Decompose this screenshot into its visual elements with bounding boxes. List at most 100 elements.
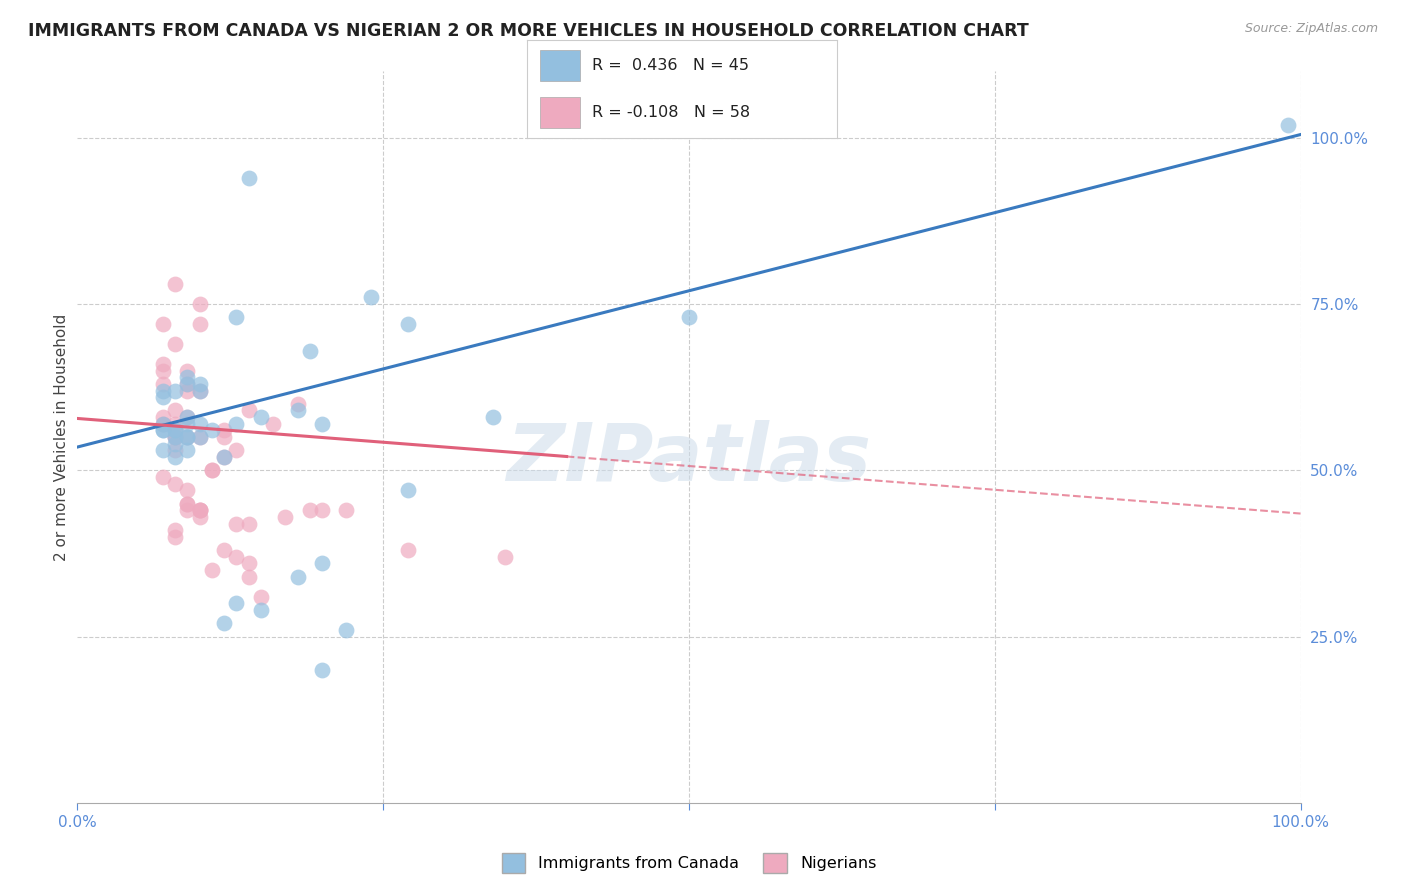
Point	[678, 310, 700, 325]
Point	[176, 430, 198, 444]
Point	[165, 417, 187, 431]
Point	[165, 277, 187, 292]
Point	[188, 384, 211, 398]
Point	[201, 563, 224, 577]
Point	[225, 596, 247, 610]
Text: Source: ZipAtlas.com: Source: ZipAtlas.com	[1244, 22, 1378, 36]
Point	[165, 530, 187, 544]
Point	[152, 470, 174, 484]
Point	[176, 497, 198, 511]
Point	[188, 376, 211, 391]
Point	[176, 410, 198, 425]
Point	[495, 549, 517, 564]
Point	[250, 603, 273, 617]
Point	[176, 430, 198, 444]
Point	[152, 376, 174, 391]
Point	[287, 397, 309, 411]
Point	[188, 509, 211, 524]
Point	[274, 509, 297, 524]
Point	[188, 430, 211, 444]
Point	[1277, 118, 1299, 132]
Point	[188, 317, 211, 331]
Point	[212, 424, 235, 438]
Point	[335, 503, 357, 517]
Point	[360, 290, 382, 304]
Point	[212, 450, 235, 464]
Point	[176, 497, 198, 511]
Point	[311, 417, 333, 431]
Point	[165, 450, 187, 464]
Point	[188, 417, 211, 431]
Point	[165, 424, 187, 438]
Point	[482, 410, 505, 425]
Point	[152, 424, 174, 438]
Point	[165, 424, 187, 438]
Point	[152, 363, 174, 377]
Point	[225, 516, 247, 531]
Point	[225, 443, 247, 458]
Point	[225, 549, 247, 564]
Point	[311, 503, 333, 517]
Text: IMMIGRANTS FROM CANADA VS NIGERIAN 2 OR MORE VEHICLES IN HOUSEHOLD CORRELATION C: IMMIGRANTS FROM CANADA VS NIGERIAN 2 OR …	[28, 22, 1029, 40]
Text: R = -0.108   N = 58: R = -0.108 N = 58	[592, 105, 751, 120]
Point	[311, 663, 333, 677]
Point	[287, 403, 309, 417]
Point	[238, 516, 260, 531]
Point	[262, 417, 284, 431]
Point	[176, 370, 198, 384]
Point	[396, 317, 419, 331]
Point	[225, 417, 247, 431]
Point	[152, 443, 174, 458]
Point	[176, 376, 198, 391]
Point	[238, 557, 260, 571]
Point	[165, 424, 187, 438]
Point	[152, 424, 174, 438]
Point	[188, 503, 211, 517]
Point	[250, 410, 273, 425]
Point	[238, 570, 260, 584]
Point	[176, 410, 198, 425]
Point	[212, 450, 235, 464]
Y-axis label: 2 or more Vehicles in Household: 2 or more Vehicles in Household	[53, 313, 69, 561]
Bar	[540, 97, 579, 128]
Bar	[540, 50, 579, 81]
Point	[165, 523, 187, 537]
Point	[165, 403, 187, 417]
Point	[165, 430, 187, 444]
Point	[188, 297, 211, 311]
Point	[152, 410, 174, 425]
Point	[165, 430, 187, 444]
Point	[311, 557, 333, 571]
Point	[188, 430, 211, 444]
Point	[201, 463, 224, 477]
Point	[152, 357, 174, 371]
Point	[212, 616, 235, 631]
Point	[335, 623, 357, 637]
Point	[152, 390, 174, 404]
Point	[201, 463, 224, 477]
Point	[287, 570, 309, 584]
Point	[298, 343, 321, 358]
Point	[396, 543, 419, 558]
Point	[176, 384, 198, 398]
Point	[165, 337, 187, 351]
Point	[212, 430, 235, 444]
Point	[238, 170, 260, 185]
Legend: Immigrants from Canada, Nigerians: Immigrants from Canada, Nigerians	[495, 847, 883, 879]
Point	[225, 310, 247, 325]
Point	[212, 543, 235, 558]
Point	[176, 376, 198, 391]
Point	[201, 424, 224, 438]
Point	[176, 430, 198, 444]
Point	[165, 384, 187, 398]
Point	[176, 363, 198, 377]
Point	[238, 403, 260, 417]
Point	[176, 443, 198, 458]
Point	[188, 503, 211, 517]
Point	[165, 436, 187, 450]
Point	[152, 417, 174, 431]
Point	[250, 590, 273, 604]
Point	[188, 384, 211, 398]
Text: R =  0.436   N = 45: R = 0.436 N = 45	[592, 58, 749, 73]
Point	[176, 417, 198, 431]
